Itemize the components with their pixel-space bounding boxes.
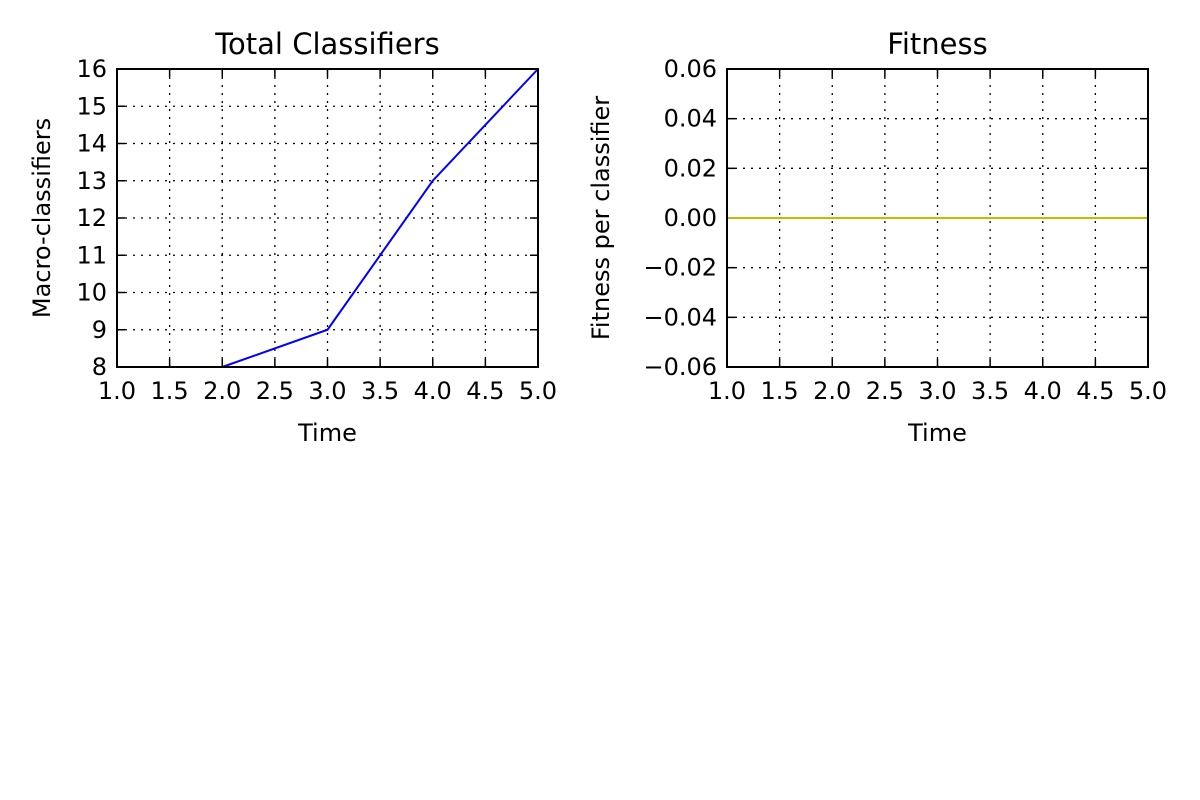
y-tick-label: 16: [76, 55, 107, 83]
y-tick-label: 0.00: [664, 204, 717, 232]
x-tick-label: 3.0: [918, 377, 956, 405]
x-tick-label: 4.0: [414, 377, 452, 405]
chart-title: Fitness: [887, 27, 987, 61]
y-tick-label: −0.04: [643, 303, 717, 331]
x-tick-label: 4.5: [1076, 377, 1114, 405]
y-tick-label: 10: [76, 279, 107, 307]
x-tick-label: 1.0: [98, 377, 136, 405]
x-tick-label: 4.0: [1024, 377, 1062, 405]
chart-panel-2: 1.0 1.5 2.0 2.5 3.0 3.5 4.0 4.5 5.0 −0.06 −0.04 −0.…: [587, 27, 1167, 447]
chart-panel-1: 1.0 1.5 2.0 2.5 3.0 3.5 4.0 4.5 5.0 8 9 10 11 12 13 14 1…: [28, 27, 557, 447]
y-tick-label: −0.02: [643, 254, 717, 282]
x-tick-label: 1.5: [151, 377, 189, 405]
y-tick-label: 0.02: [664, 154, 717, 182]
x-tick-label: 3.0: [308, 377, 346, 405]
x-tick-label: 3.5: [361, 377, 399, 405]
y-tick-label: 8: [92, 353, 107, 381]
plot-frame: [726, 68, 1149, 368]
y-tick-label: −0.06: [643, 353, 717, 381]
y-tick-label: 12: [76, 204, 107, 232]
y-axis-label: Fitness per classifier: [587, 96, 615, 340]
x-tick-label: 4.5: [466, 377, 504, 405]
x-tick-label: 2.5: [256, 377, 294, 405]
y-tick-label: 11: [76, 241, 107, 269]
y-tick-label: 0.04: [664, 105, 717, 133]
y-tick-label: 13: [76, 167, 107, 195]
y-tick-label: 0.06: [664, 55, 717, 83]
x-tick-label: 2.0: [813, 377, 851, 405]
y-axis-label: Macro-classifiers: [28, 118, 56, 318]
x-tick-label: 5.0: [1129, 377, 1167, 405]
x-tick-label: 5.0: [519, 377, 557, 405]
y-tick-label: 9: [92, 316, 107, 344]
x-axis-label: Time: [297, 419, 357, 447]
x-tick-label: 2.0: [203, 377, 241, 405]
x-tick-label: 1.5: [761, 377, 799, 405]
chart-title: Total Classifiers: [214, 27, 439, 61]
x-axis-label: Time: [907, 419, 967, 447]
plot-frame: [116, 68, 539, 368]
x-tick-label: 3.5: [971, 377, 1009, 405]
series-line: [117, 68, 539, 368]
x-tick-label: 1.0: [708, 377, 746, 405]
x-tick-label: 2.5: [866, 377, 904, 405]
y-tick-label: 15: [76, 92, 107, 120]
y-tick-label: 14: [76, 130, 107, 158]
